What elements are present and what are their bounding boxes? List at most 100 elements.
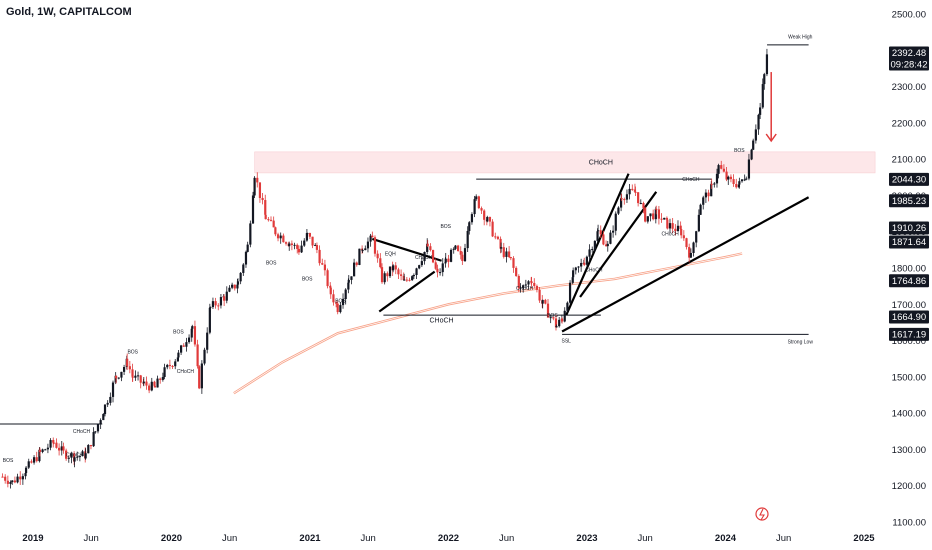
candle-body (267, 219, 270, 221)
candle-body (459, 250, 462, 255)
candle-body (166, 364, 169, 368)
candle-body (347, 282, 350, 290)
candle-body (67, 457, 70, 459)
candle-body (383, 273, 386, 283)
candle-body (403, 279, 406, 281)
price-badge-value: 1910.26 (892, 223, 926, 234)
price-badge (889, 327, 929, 341)
candle-body (456, 245, 460, 251)
candle-body (120, 371, 123, 378)
candle-body (191, 326, 194, 329)
price-badge (889, 172, 929, 186)
candle-body (335, 302, 338, 304)
candle-body (729, 176, 733, 180)
candle-body (94, 431, 97, 433)
candle-body (163, 367, 166, 377)
candle-body (475, 196, 478, 200)
candle-body (546, 303, 550, 318)
annotation-label: BOS (547, 313, 558, 319)
candle-body (750, 149, 753, 160)
resistance-zone (254, 151, 876, 174)
candle-body (617, 207, 620, 214)
candle-body (1, 476, 4, 478)
candle-body (46, 447, 50, 450)
candle-body (19, 476, 22, 480)
candle-body (326, 270, 329, 287)
candle-body (38, 449, 42, 453)
annotation-label: CHoCH (589, 160, 613, 167)
candle-body (633, 189, 637, 192)
candle-body (606, 243, 609, 247)
price-badge-value: 1617.19 (892, 330, 926, 341)
candle-body (577, 266, 580, 268)
candle-body (685, 238, 688, 248)
candle-body (371, 235, 374, 238)
candle-body (671, 223, 674, 229)
candle-body (185, 342, 188, 347)
candle-body (426, 243, 429, 247)
candle-body (231, 284, 234, 288)
candle-body (246, 244, 249, 252)
candle-body (272, 220, 275, 228)
candle-body (315, 245, 319, 250)
candle-body (102, 414, 105, 421)
annotation-label: CHoCH (516, 286, 534, 292)
candle-body (566, 302, 569, 311)
candle-body (480, 208, 483, 211)
candle-body (665, 217, 669, 220)
candle-body (106, 402, 109, 405)
candle-body (710, 183, 713, 197)
candle-body (244, 251, 248, 265)
candle-body (24, 473, 27, 477)
candle-body (38, 449, 41, 462)
candle-body (203, 349, 206, 364)
candle-body (89, 445, 93, 447)
candle-body (159, 378, 162, 380)
candle-body (519, 287, 522, 289)
candle-body (609, 232, 612, 244)
trendline-4 (561, 196, 810, 333)
annotation-label: CHoCH (415, 255, 433, 261)
candle-body (689, 252, 692, 258)
candle-body (150, 381, 153, 391)
y-tick-label: 1500.00 (892, 372, 926, 383)
candle-body (261, 197, 264, 201)
candle-body (332, 294, 335, 303)
candle-body (161, 376, 164, 380)
candle-body (461, 254, 464, 262)
candle-body (466, 230, 469, 249)
candle-body (182, 345, 185, 347)
annotation-label: BOS (173, 329, 184, 335)
candle-body (642, 203, 645, 209)
y-tick-label: 1200.00 (892, 481, 926, 492)
candle-body (444, 258, 447, 263)
annotation-label: BOS (335, 298, 346, 304)
price-badge-value: 1985.23 (892, 196, 926, 207)
candle-body (682, 235, 685, 239)
candle-body (44, 449, 47, 451)
candle-body (347, 279, 350, 283)
candle-body (710, 183, 713, 185)
candle-body (699, 204, 702, 215)
candle-body (305, 233, 309, 241)
candle-body (314, 245, 317, 247)
candle-body (494, 236, 497, 238)
annotation-label: CHoCH (585, 268, 603, 274)
candle-body (49, 440, 52, 448)
candle-body (473, 199, 476, 215)
y-tick-label: 1700.00 (892, 300, 926, 311)
candle-body (740, 179, 744, 182)
candle-body (727, 176, 730, 180)
candle-body (251, 195, 255, 224)
candle-body (70, 453, 73, 458)
annotation-label: BOS (734, 148, 745, 154)
price-badge-value: 1664.90 (892, 312, 926, 323)
candle-body (505, 251, 508, 257)
candle-body (55, 442, 58, 448)
candle-body (177, 352, 180, 358)
candle-body (293, 244, 296, 246)
candle-body (392, 265, 395, 271)
candle-body (269, 219, 273, 221)
candle-body (759, 107, 762, 115)
